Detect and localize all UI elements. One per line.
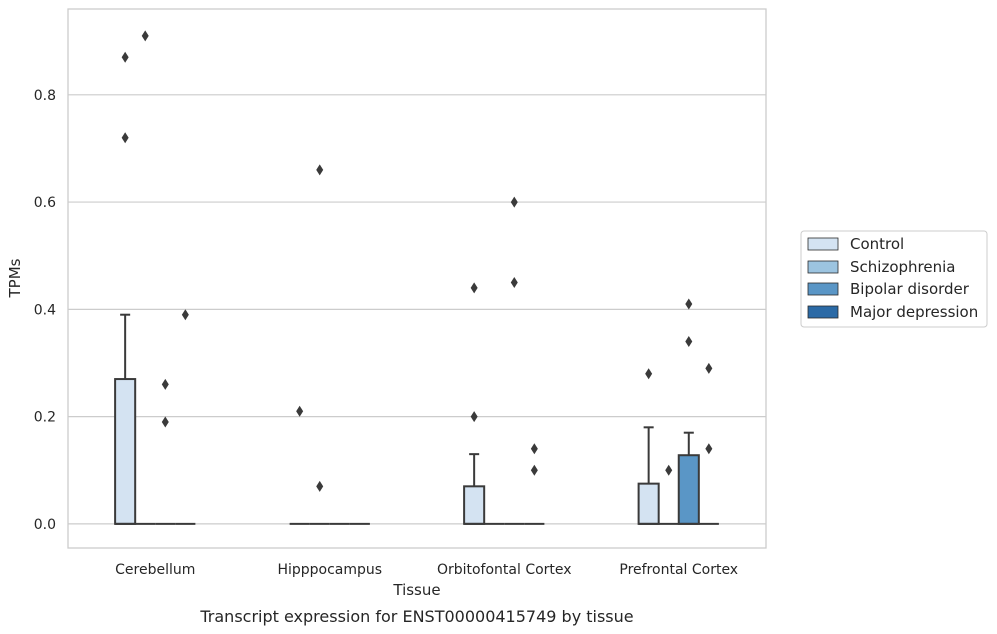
box-orbitofontal-cortex-control (463, 485, 486, 525)
outlier-hipppocampus-schizophrenia-1 (316, 164, 324, 176)
plot-frame (67, 8, 767, 549)
legend-label-major-depression: Major depression (850, 303, 978, 321)
outlier-orbitofontal-cortex-bipolar-disorder-0 (510, 277, 518, 289)
box-prefrontal-cortex-bipolar-disorder (677, 454, 700, 525)
outlier-cerebellum-schizophrenia-0 (141, 30, 149, 42)
outlier-orbitofontal-cortex-control-0 (470, 411, 478, 423)
legend-label-control: Control (850, 235, 904, 253)
legend-swatch-control (807, 237, 839, 251)
outlier-orbitofontal-cortex-major-depression-0 (530, 464, 538, 476)
legend: Control Schizophrenia Bipolar disorder M… (800, 230, 988, 328)
outlier-cerebellum-bipolar-disorder-1 (161, 378, 169, 390)
outlier-prefrontal-cortex-schizophrenia-0 (665, 464, 673, 476)
y-tick-label-0-4: 0.4 (34, 302, 56, 318)
outliers (121, 30, 713, 492)
outlier-cerebellum-control-0 (121, 132, 129, 144)
outlier-prefrontal-cortex-bipolar-disorder-1 (685, 298, 693, 310)
outlier-orbitofontal-cortex-major-depression-1 (530, 443, 538, 455)
y-tick-label-0-0: 0.0 (34, 517, 56, 533)
outlier-hipppocampus-control-0 (296, 405, 304, 417)
x-tick-label-prefrontal-cortex: Prefrontal Cortex (619, 562, 738, 578)
box-prefrontal-cortex-control (637, 482, 660, 525)
box-cerebellum-control (114, 378, 137, 525)
outlier-orbitofontal-cortex-bipolar-disorder-1 (510, 196, 518, 208)
outlier-cerebellum-major-depression-0 (181, 309, 189, 321)
legend-label-schizophrenia: Schizophrenia (850, 258, 955, 276)
legend-swatch-major-depression (807, 305, 839, 319)
x-tick-label-cerebellum: Cerebellum (115, 562, 195, 578)
legend-swatch-bipolar-disorder (807, 282, 839, 296)
outlier-prefrontal-cortex-bipolar-disorder-0 (685, 336, 693, 348)
legend-swatch-schizophrenia (807, 260, 839, 274)
outlier-cerebellum-bipolar-disorder-0 (161, 416, 169, 428)
x-tick-labels: Cerebellum Hipppocampus Orbitofontal Corte… (115, 562, 738, 578)
outlier-prefrontal-cortex-major-depression-0 (705, 443, 713, 455)
legend-frame (800, 230, 988, 328)
outlier-prefrontal-cortex-control-0 (645, 368, 653, 380)
y-tick-label-0-2: 0.2 (34, 410, 56, 426)
y-axis-title: TPMs (6, 258, 24, 298)
x-axis-title: Tissue (392, 581, 440, 599)
y-tick-labels: 0.0 0.2 0.4 0.6 0.8 (34, 88, 56, 533)
x-tick-label-hipppocampus: Hipppocampus (277, 562, 382, 578)
x-tick-label-orbitofontal-cortex: Orbitofontal Cortex (437, 562, 572, 578)
chart-caption: Transcript expression for ENST0000041574… (199, 607, 633, 626)
outlier-hipppocampus-schizophrenia-0 (316, 480, 324, 492)
legend-label-bipolar-disorder: Bipolar disorder (850, 280, 970, 298)
outlier-orbitofontal-cortex-control-1 (470, 282, 478, 294)
y-tick-label-0-8: 0.8 (34, 88, 56, 104)
outlier-cerebellum-control-1 (121, 51, 129, 63)
boxes (114, 313, 719, 525)
y-tick-label-0-6: 0.6 (34, 195, 56, 211)
outlier-prefrontal-cortex-major-depression-1 (705, 362, 713, 374)
y-gridlines (68, 94, 766, 525)
